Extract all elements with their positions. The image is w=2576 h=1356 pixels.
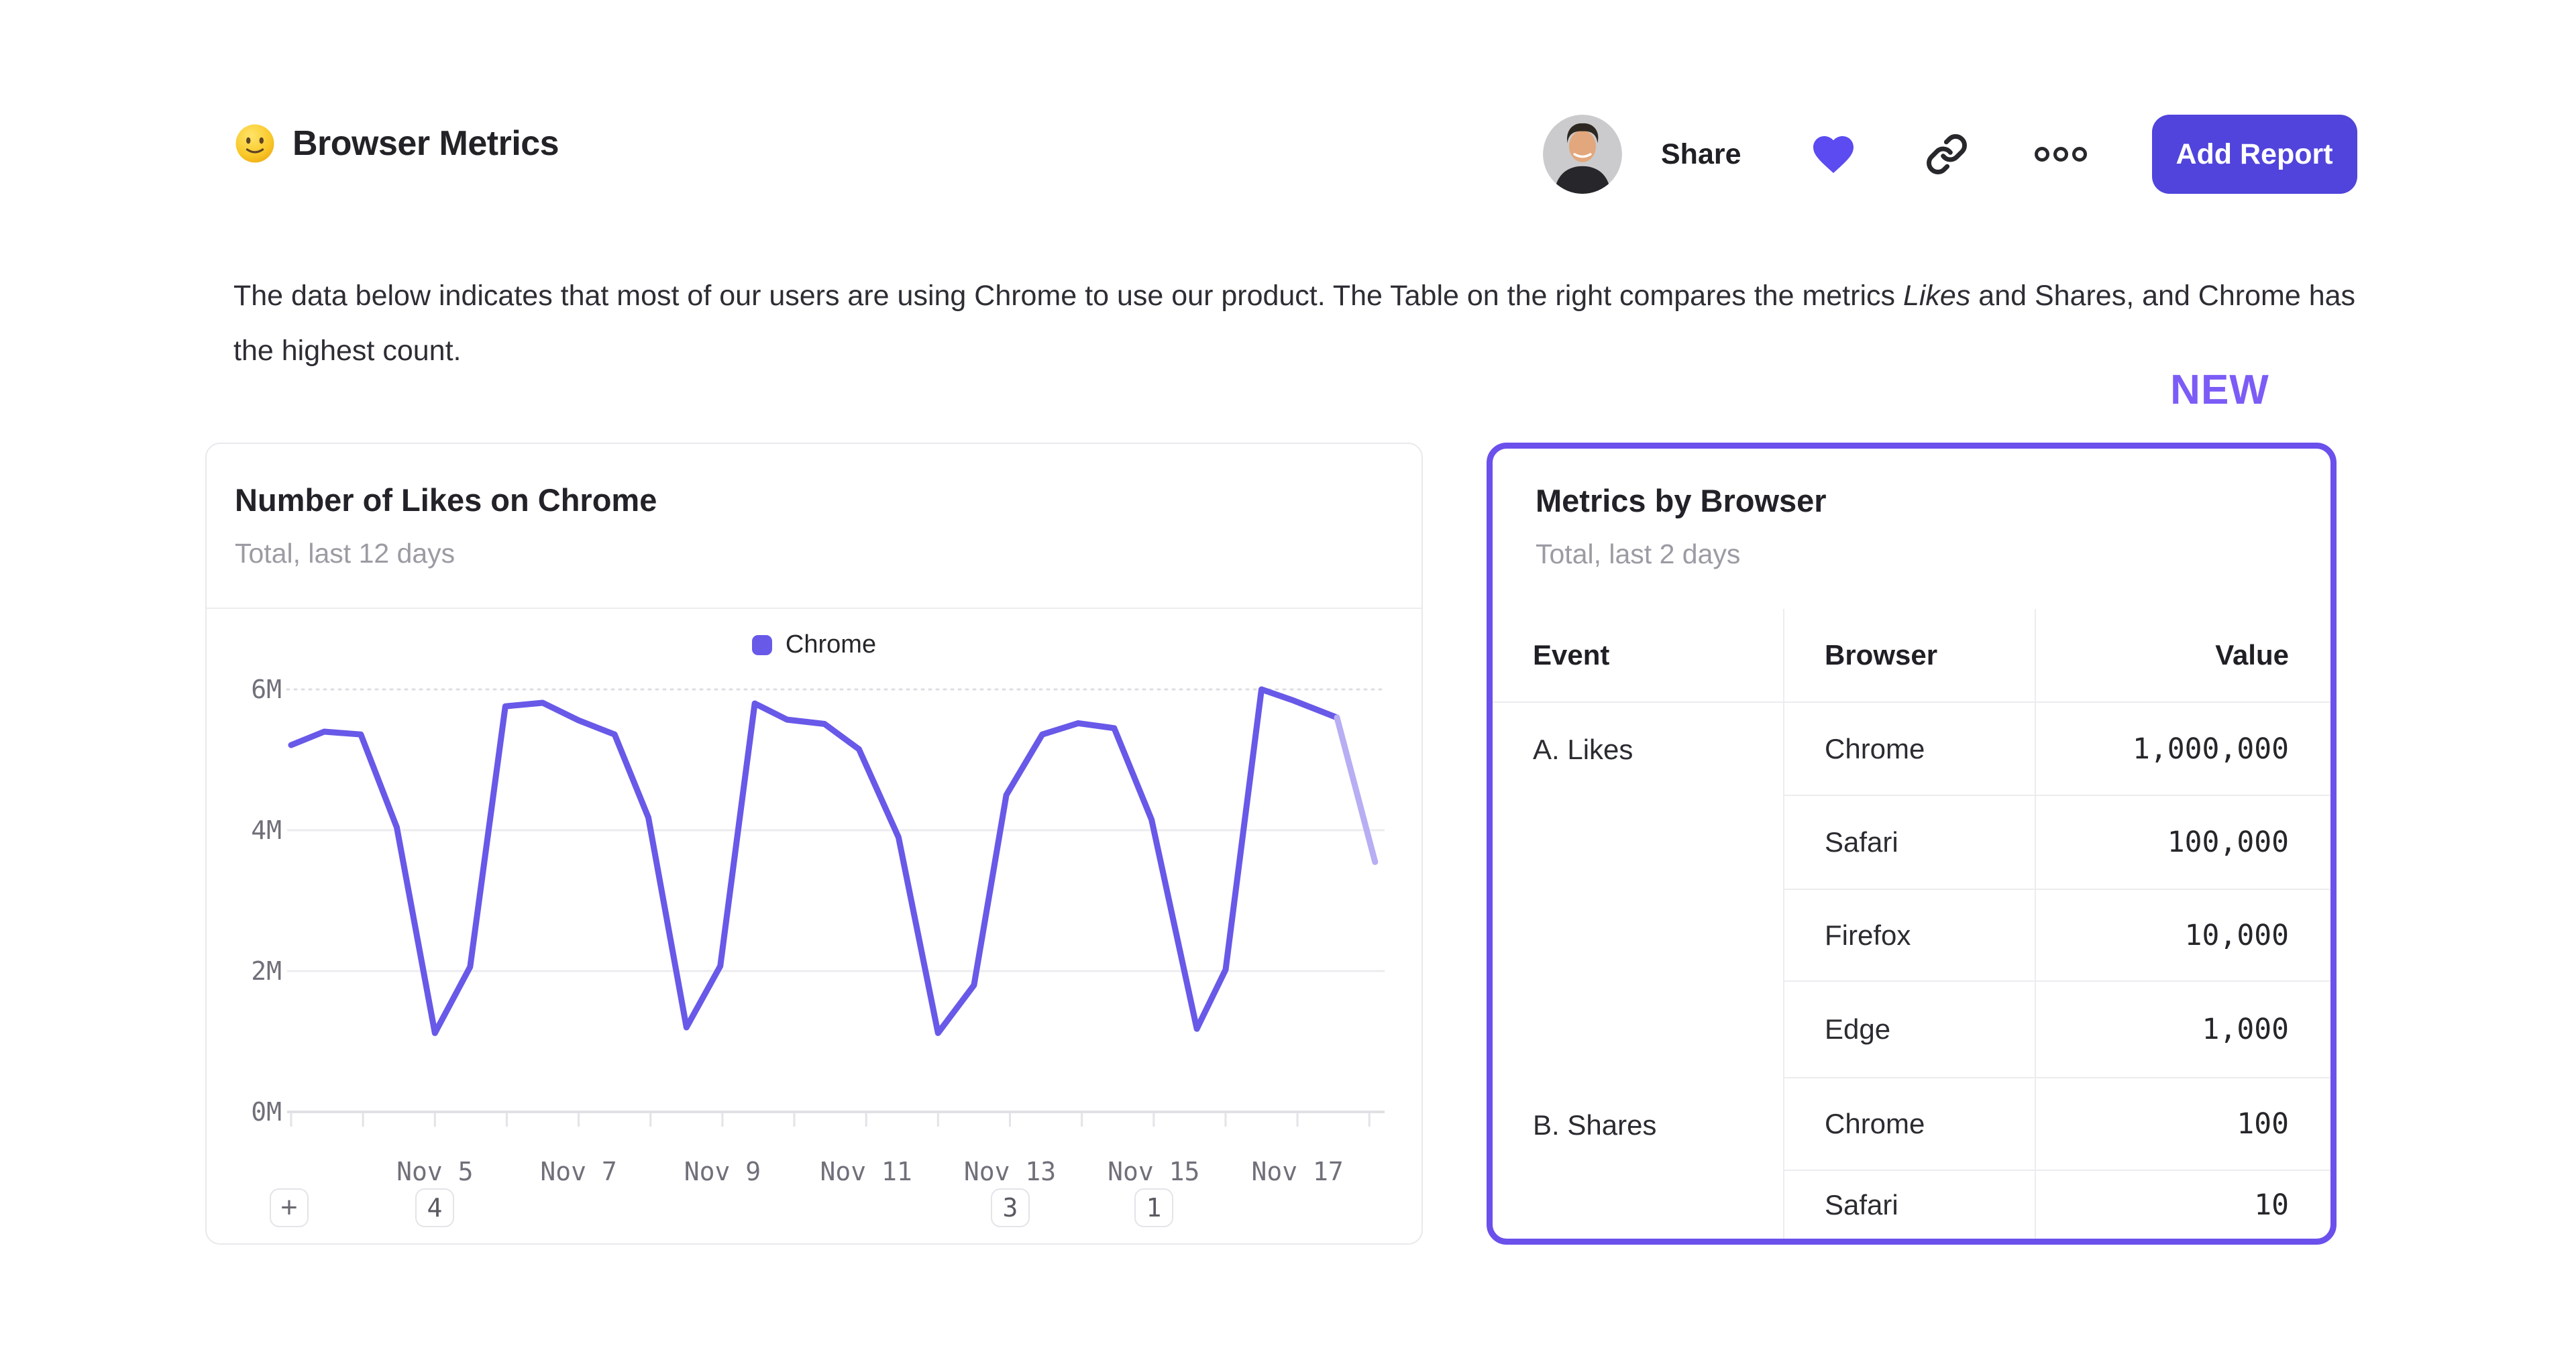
card-divider bbox=[207, 608, 1421, 609]
chart-title: Number of Likes on Chrome bbox=[235, 482, 657, 518]
value-cell: 10,000 bbox=[2036, 890, 2330, 982]
x-axis-label: Nov 15 bbox=[1108, 1157, 1199, 1186]
add-report-button[interactable]: Add Report bbox=[2151, 115, 2357, 194]
browser-cell: Chrome bbox=[1784, 1078, 2036, 1171]
y-axis-label: 6M bbox=[251, 675, 282, 704]
page-title: Browser Metrics bbox=[292, 124, 559, 163]
add-annotation-button[interactable]: + bbox=[270, 1188, 309, 1227]
value-cell: 100,000 bbox=[2036, 796, 2330, 890]
new-badge: NEW bbox=[2170, 367, 2269, 413]
event-cell: B. Shares bbox=[1493, 1078, 1784, 1239]
avatar-image bbox=[1543, 115, 1622, 194]
share-button[interactable]: Share bbox=[1661, 137, 1741, 170]
annotation-row: +4 3 1 bbox=[207, 1188, 1421, 1229]
browser-cell: Safari bbox=[1784, 1171, 2036, 1239]
chart-legend[interactable]: Chrome bbox=[207, 630, 1421, 659]
x-axis-label: Nov 13 bbox=[964, 1157, 1056, 1186]
slightly-smiling-face-emoji bbox=[235, 124, 274, 163]
browser-cell: Firefox bbox=[1784, 890, 2036, 982]
event-cell: A. Likes bbox=[1493, 703, 1784, 1078]
link-icon bbox=[1926, 134, 1967, 174]
browser-cell: Safari bbox=[1784, 796, 2036, 890]
value-cell: 1,000 bbox=[2036, 982, 2330, 1078]
browser-cell: Edge bbox=[1784, 982, 2036, 1078]
notebook-header: Browser Metrics bbox=[233, 122, 559, 165]
more-options-button[interactable] bbox=[2034, 143, 2088, 166]
x-axis-label: Nov 5 bbox=[396, 1157, 473, 1186]
value-cell: 10 bbox=[2254, 1188, 2289, 1222]
copy-link-button[interactable] bbox=[1925, 133, 1968, 176]
x-axis-label: Nov 17 bbox=[1251, 1157, 1343, 1186]
event-label: B. Shares bbox=[1533, 1109, 1657, 1141]
description-italic: Likes bbox=[1902, 280, 1971, 312]
favorite-button[interactable] bbox=[1807, 130, 1860, 178]
description-text: The data below indicates that most of ou… bbox=[233, 280, 2356, 367]
chrome-series-line bbox=[288, 686, 1340, 1036]
table-subtitle: Total, last 2 days bbox=[1536, 539, 1741, 569]
chart-subtitle: Total, last 12 days bbox=[235, 538, 455, 569]
value-cell: 100 bbox=[2036, 1078, 2330, 1171]
heart-icon bbox=[1813, 136, 1854, 174]
value-cell: 1,000,000 bbox=[2036, 703, 2330, 796]
x-axis-label: Nov 9 bbox=[684, 1157, 761, 1186]
column-header-value: Value bbox=[2036, 609, 2330, 703]
y-axis-label: 0M bbox=[251, 1097, 282, 1127]
metrics-table: Event Browser Value A. Likes Chrome 1,000,000… bbox=[1493, 609, 2330, 1239]
annotation-chip-1[interactable]: 1 bbox=[1134, 1188, 1173, 1227]
column-header-browser: Browser bbox=[1784, 609, 2036, 703]
likes-line-chart[interactable]: 0M 2M 4M 6M Nov 5 Nov 7 Nov 9 Nov 11 Nov 13 Nov 1… bbox=[207, 609, 1423, 1245]
legend-label: Chrome bbox=[785, 630, 877, 659]
x-axis-label: Nov 7 bbox=[540, 1157, 616, 1186]
annotation-chip-3[interactable]: 3 bbox=[991, 1188, 1030, 1227]
metrics-table-card: Metrics by Browser Total, last 2 days Ev… bbox=[1487, 443, 2337, 1245]
avatar[interactable] bbox=[1543, 115, 1622, 194]
chrome-series-line-incomplete bbox=[1334, 714, 1379, 865]
y-axis-label: 2M bbox=[251, 956, 282, 986]
legend-swatch bbox=[751, 634, 772, 655]
annotation-chip-4[interactable]: 4 bbox=[415, 1188, 454, 1227]
likes-chart-card: Number of Likes on Chrome Total, last 12… bbox=[205, 443, 1423, 1245]
table-title: Metrics by Browser bbox=[1536, 483, 1827, 518]
toolbar: Share Add Report bbox=[1543, 113, 2357, 196]
y-axis-label: 4M bbox=[251, 815, 282, 845]
event-label: A. Likes bbox=[1533, 734, 1633, 765]
more-dots-icon bbox=[2034, 147, 2087, 162]
browser-cell: Chrome bbox=[1784, 703, 2036, 796]
column-header-event: Event bbox=[1493, 609, 1784, 703]
x-axis-label: Nov 11 bbox=[820, 1157, 912, 1186]
